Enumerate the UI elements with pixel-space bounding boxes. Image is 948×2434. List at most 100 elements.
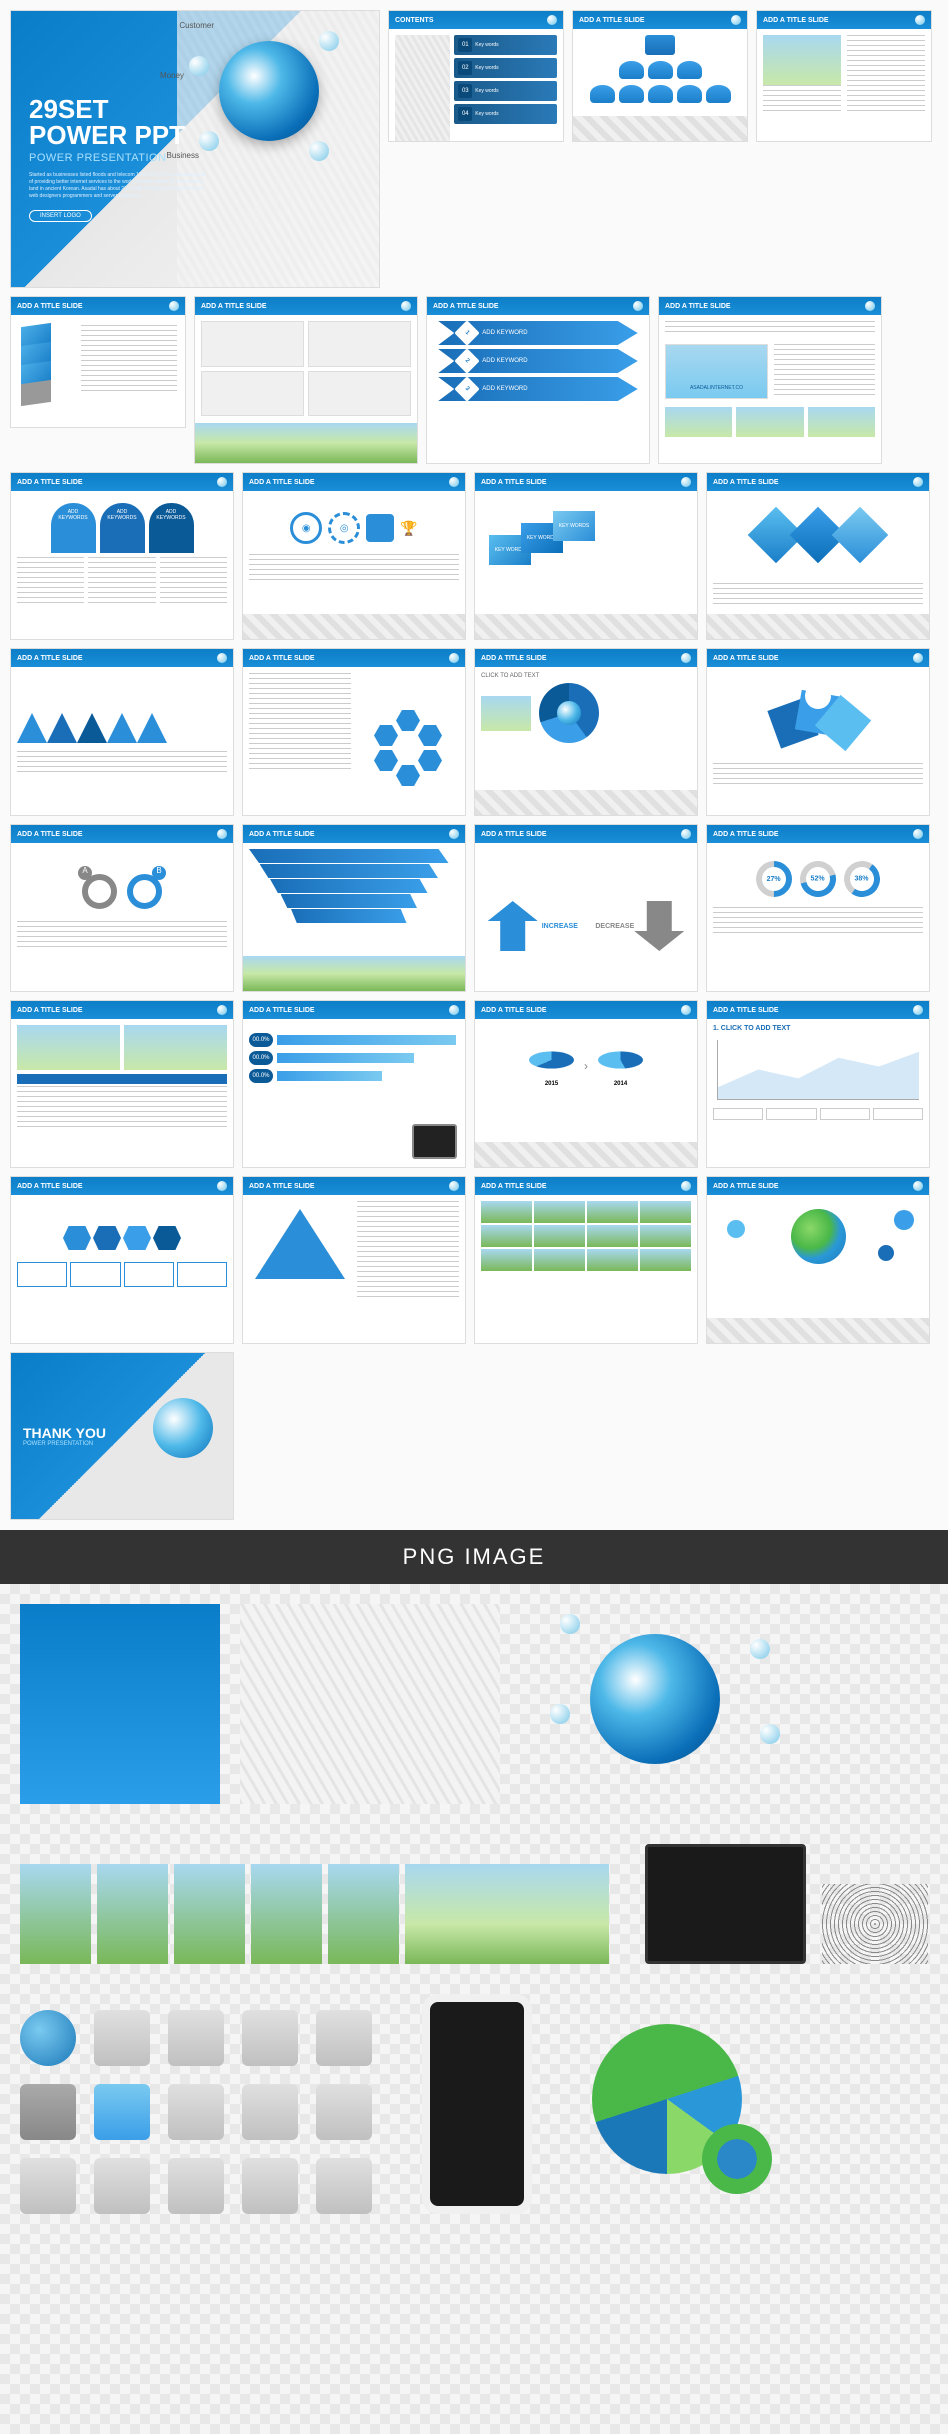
circle-icon: ◉ (290, 512, 322, 544)
slide-steps: ADD A TITLE SLIDE (242, 824, 466, 992)
hex-flow (17, 1226, 227, 1250)
step-cascade (249, 849, 459, 923)
slide-title: ADD A TITLE SLIDE (713, 479, 779, 486)
contents-hex-side (395, 35, 450, 142)
slide-title: ADD A TITLE SLIDE (433, 303, 499, 310)
floor-pattern (707, 614, 929, 639)
png-row-1 (20, 1604, 928, 1804)
photo (124, 1025, 227, 1070)
step (249, 849, 449, 863)
step (281, 894, 418, 908)
triangle (77, 713, 107, 743)
circle-icon: ◎ (328, 512, 360, 544)
orbit-bubble (878, 1245, 894, 1261)
header-globe-icon (449, 829, 459, 839)
png-hex-background (240, 1604, 500, 1804)
hex-step (63, 1226, 91, 1250)
infinity-label: A (78, 866, 92, 880)
header-globe-icon (681, 477, 691, 487)
legend-box (766, 1108, 816, 1120)
photo (481, 1225, 532, 1247)
photo (640, 1201, 691, 1223)
grass-photo (195, 423, 417, 463)
box3d: KEY WORDS (553, 511, 595, 541)
floor-pattern (475, 790, 697, 815)
monitor-icon (645, 1844, 805, 1964)
thankyou-title: THANK YOU (23, 1425, 106, 1441)
thankyou-sub: POWER PRESENTATION (23, 1441, 106, 1447)
header-globe-icon (681, 653, 691, 663)
dome-row: ADD KEYWORDS ADD KEYWORDS ADD KEYWORDS (17, 503, 227, 553)
photo-placeholder (763, 35, 841, 85)
png-header: PNG IMAGE (0, 1530, 948, 1584)
flow-box (124, 1262, 174, 1287)
header-globe-icon (217, 1181, 227, 1191)
gear-icon (168, 2158, 224, 2214)
slide-pies: ADD A TITLE SLIDE 2015 › 2014 (474, 1000, 698, 1168)
globe-icon (557, 701, 581, 725)
slide-title: ADD A TITLE SLIDE (763, 17, 829, 24)
arrow-item: 2ADD KEYWORD (438, 349, 638, 373)
png-photo (20, 1864, 91, 1964)
diamond-row (713, 515, 923, 555)
insert-logo-button[interactable]: INSERT LOGO (29, 210, 92, 222)
dome: ADD KEYWORDS (100, 503, 145, 553)
chevron-right-icon: › (584, 1059, 588, 1073)
text-lines (249, 554, 459, 584)
slide-arrows3: ADD A TITLE SLIDE 1ADD KEYWORD 2ADD KEYW… (426, 296, 650, 464)
tree-node (590, 85, 615, 103)
image-grid (201, 321, 411, 416)
photo (534, 1249, 585, 1271)
header-globe-icon (913, 1181, 923, 1191)
circle-row: ◉ ◎ 🏆 (249, 512, 459, 544)
photo (481, 1201, 532, 1223)
header-globe-icon (681, 1181, 691, 1191)
contents-item: 04Key words (454, 104, 557, 124)
bar (277, 1071, 382, 1081)
hex-step (153, 1226, 181, 1250)
triangle (47, 713, 77, 743)
hexagon (418, 725, 442, 746)
slide-title: ADD A TITLE SLIDE (481, 1183, 547, 1190)
text-lines (847, 35, 925, 115)
slide-title: ADD A TITLE SLIDE (481, 655, 547, 662)
slide-title: ADD A TITLE SLIDE (17, 1007, 83, 1014)
slide-pyramid: ADD A TITLE SLIDE (242, 1176, 466, 1344)
tree-node (648, 85, 673, 103)
slide-header: CONTENTS (389, 11, 563, 29)
text-lines (81, 325, 177, 395)
pie-year: 2014 (598, 1081, 643, 1087)
contents-list: 01Key words 02Key words 03Key words 04Ke… (454, 35, 557, 142)
globe-icon (20, 2010, 76, 2066)
png-photo (328, 1864, 399, 1964)
header-globe-icon (401, 301, 411, 311)
text-lines (17, 751, 227, 776)
click-label: 1. CLICK TO ADD TEXT (713, 1025, 923, 1032)
header-globe-icon (217, 653, 227, 663)
slide-two-col: ADD A TITLE SLIDE (756, 10, 932, 142)
photo-grid (481, 1201, 691, 1271)
header-globe-icon (169, 301, 179, 311)
slide-circles: ADD A TITLE SLIDE ◉ ◎ 🏆 (242, 472, 466, 640)
bar-label: 00.0% (249, 1069, 273, 1083)
photo (587, 1249, 638, 1271)
text-lines (17, 921, 227, 951)
photo (534, 1225, 585, 1247)
hex-cluster (368, 710, 448, 790)
slide-zigzag: ADD A TITLE SLIDE (10, 648, 234, 816)
slide-infinity: ADD A TITLE SLIDE A B (10, 824, 234, 992)
slide-donuts: ADD A TITLE SLIDE 27% 52% 38% (706, 824, 930, 992)
header-globe-icon (681, 829, 691, 839)
chart-area (718, 1040, 919, 1099)
orbit-bubble (189, 56, 209, 76)
hexagon (396, 765, 420, 786)
text-lines (160, 557, 227, 607)
png-section (0, 1584, 948, 2434)
photo (481, 696, 531, 731)
donut-chart: 38% (841, 858, 883, 900)
slide-title: ADD A TITLE SLIDE (579, 17, 645, 24)
orbit-bubble (727, 1220, 745, 1238)
table-rows (17, 1086, 227, 1131)
pie-icon (242, 2158, 298, 2214)
slide-title: ADD A TITLE SLIDE (481, 1007, 547, 1014)
